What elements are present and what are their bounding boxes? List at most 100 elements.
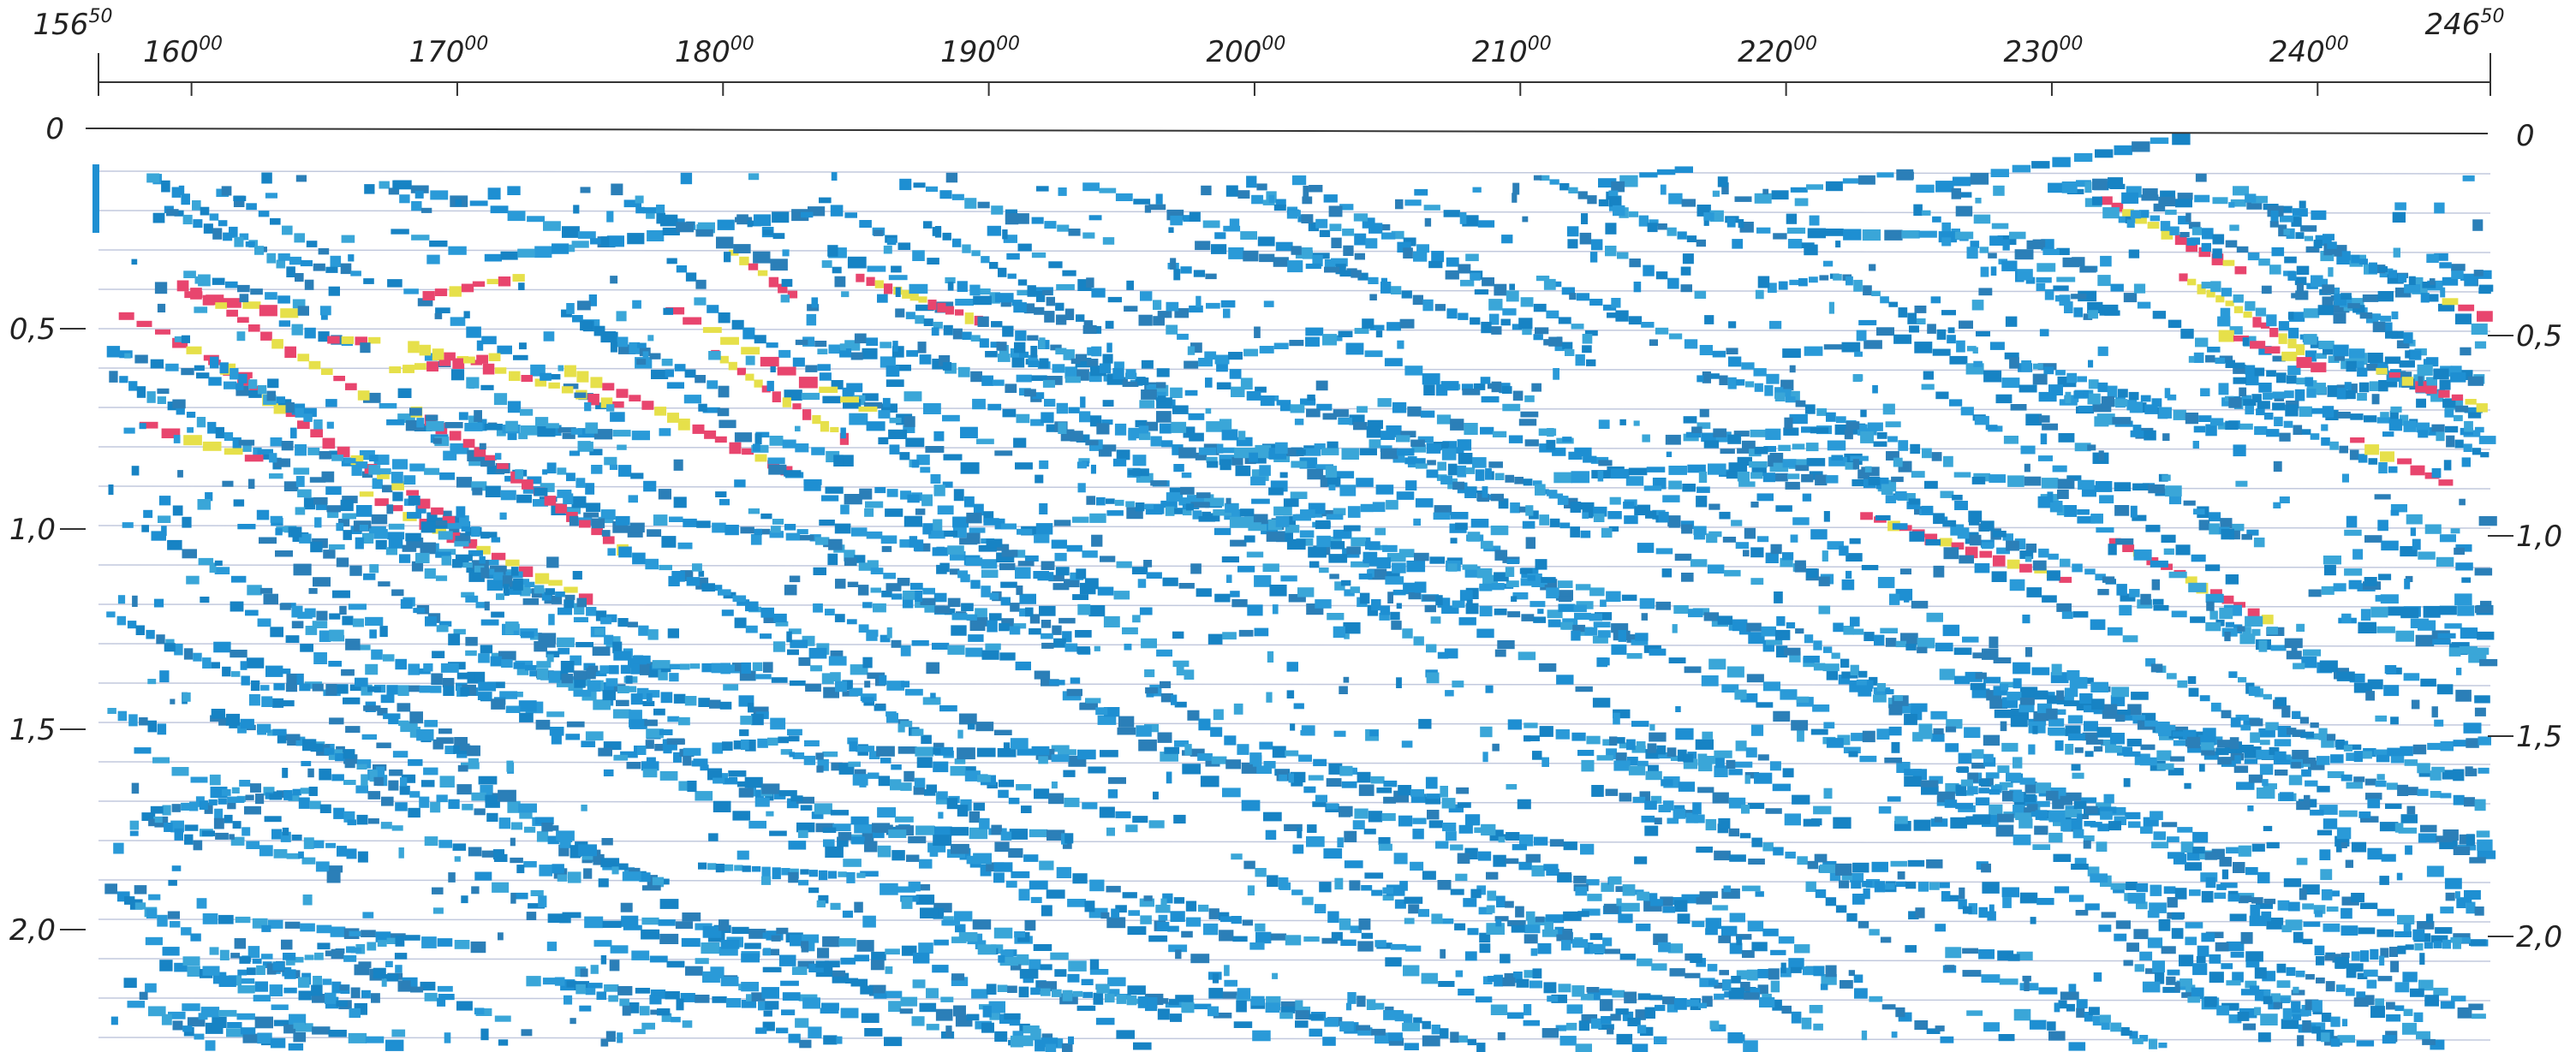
reflection-segment	[895, 817, 914, 823]
reflection-segment	[2359, 383, 2370, 393]
reflection-segment	[886, 991, 903, 999]
reflection-segment	[376, 743, 391, 749]
reflection-segment	[1280, 575, 1297, 581]
reflection-segment	[1539, 663, 1556, 672]
reflection-segment	[2401, 814, 2418, 823]
reflection-segment	[286, 683, 297, 692]
reflection-segment	[2221, 288, 2232, 296]
reflection-segment	[1962, 948, 1978, 954]
reflection-segment	[519, 713, 534, 722]
reflection-segment	[1049, 680, 1064, 685]
reflection-segment	[915, 746, 933, 756]
reflection-segment	[1174, 897, 1184, 904]
reflection-segment	[2263, 393, 2273, 400]
reflection-segment	[487, 579, 504, 591]
reflection-segment	[1077, 750, 1096, 760]
reflection-segment	[1955, 232, 1973, 240]
reflection-segment	[2264, 413, 2274, 419]
reflection-segment	[682, 938, 701, 947]
reflection-segment	[1138, 996, 1148, 1008]
reflection-segment	[430, 802, 440, 812]
reflection-segment	[1851, 733, 1863, 741]
reflection-segment	[1001, 597, 1011, 606]
reflection-segment	[2114, 399, 2127, 407]
reflection-segment	[828, 871, 837, 879]
reflection-segment	[934, 593, 947, 603]
reflection-segment	[1303, 251, 1313, 259]
reflection-segment	[2440, 793, 2451, 798]
reflection-segment	[1429, 556, 1445, 563]
reflection-segment	[2188, 583, 2206, 592]
reflection-segment	[1791, 720, 1808, 730]
reflection-segment	[2153, 311, 2166, 318]
reflection-segment	[2293, 1014, 2302, 1020]
reflection-segment	[2173, 731, 2185, 736]
reflection-segment	[2306, 389, 2317, 398]
reflection-segment	[632, 553, 646, 565]
reflection-segment	[1788, 239, 1802, 248]
reflection-segment	[2187, 279, 2196, 286]
reflection-segment	[1524, 970, 1534, 978]
reflection-segment	[1587, 894, 1601, 901]
reflection-segment	[2184, 501, 2196, 506]
reflection-segment	[1782, 348, 1801, 358]
reflection-segment	[225, 282, 238, 288]
reflection-segment	[792, 403, 801, 409]
reflection-segment	[361, 930, 376, 937]
reflection-segment	[1343, 622, 1360, 633]
reflection-segment	[1171, 422, 1186, 433]
reflection-segment	[373, 529, 388, 539]
reflection-segment	[558, 648, 569, 655]
reflection-segment	[2258, 259, 2270, 265]
reflection-segment	[2000, 978, 2018, 984]
reflection-segment	[1187, 710, 1199, 721]
reflection-segment	[1667, 228, 1677, 236]
reflection-segment	[1839, 881, 1849, 889]
reflection-segment	[2330, 1017, 2340, 1027]
reflection-segment	[2245, 404, 2254, 414]
reflection-segment	[1808, 229, 1826, 239]
reflection-segment	[2420, 825, 2437, 833]
reflection-segment	[1506, 859, 1518, 865]
reflection-segment	[2318, 305, 2334, 315]
reflection-segment	[1458, 802, 1471, 808]
reflection-segment	[1308, 547, 1327, 558]
reflection-segment	[1062, 270, 1076, 276]
reflection-segment	[246, 203, 257, 210]
reflection-segment	[2150, 138, 2168, 145]
reflection-segment	[1432, 1025, 1440, 1034]
reflection-segment	[2001, 261, 2017, 271]
reflection-segment	[1371, 776, 1385, 784]
reflection-segment	[709, 700, 721, 709]
reflection-segment	[616, 516, 630, 526]
reflection-segment	[2124, 293, 2137, 302]
reflection-segment	[1410, 862, 1423, 871]
reflection-segment	[1768, 968, 1780, 979]
reflection-segment	[248, 324, 260, 332]
reflection-segment	[1462, 389, 1480, 395]
reflection-segment	[342, 514, 356, 520]
reflection-segment	[772, 519, 784, 525]
reflection-segment	[1053, 639, 1066, 648]
reflection-segment	[1899, 307, 1908, 318]
reflection-segment	[1624, 515, 1638, 524]
reflection-segment	[2265, 722, 2279, 731]
reflection-segment	[899, 179, 911, 190]
reflection-segment	[2370, 1006, 2385, 1018]
reflection-segment	[1667, 747, 1677, 757]
reflection-segment	[398, 980, 411, 991]
reflection-segment	[464, 423, 482, 431]
reflection-segment	[760, 608, 774, 618]
reflection-segment	[1264, 761, 1276, 769]
reflection-segment	[2043, 366, 2054, 374]
reflection-segment	[212, 709, 225, 719]
reflection-segment	[2416, 635, 2435, 647]
reflection-segment	[1921, 786, 1939, 795]
reflection-segment	[1559, 596, 1571, 602]
reflection-segment	[1160, 424, 1172, 434]
reflection-segment	[1295, 1020, 1309, 1028]
reflection-segment	[2406, 944, 2414, 949]
reflection-segment	[106, 611, 115, 617]
reflection-segment	[450, 443, 464, 451]
reflection-segment	[382, 485, 392, 493]
